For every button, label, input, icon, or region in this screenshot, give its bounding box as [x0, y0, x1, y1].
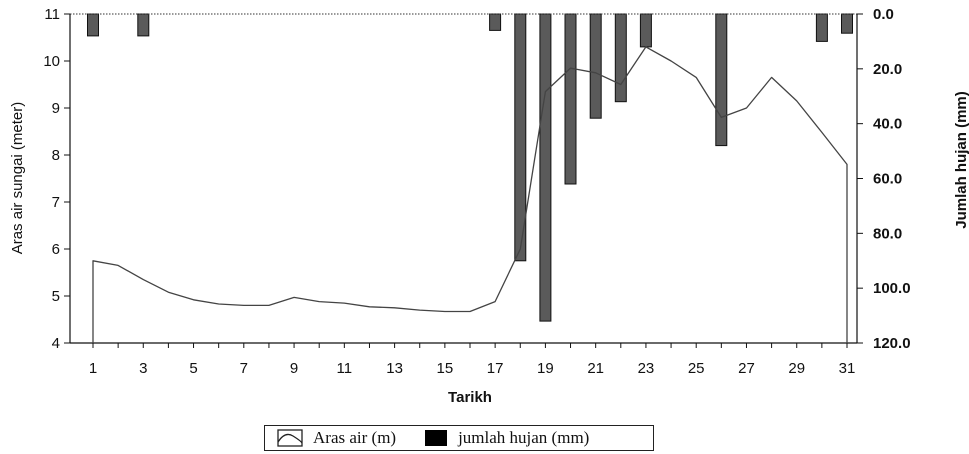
line-series-swatch-icon [277, 429, 303, 447]
rainfall-bar-day-17 [489, 13, 502, 31]
y-right-tick-label: 120.0 [873, 335, 911, 352]
water-level-line [92, 46, 848, 343]
rainfall-bars [87, 13, 853, 322]
y-right-tick-label: 40.0 [873, 116, 902, 133]
y-left-tick-label: 8 [52, 147, 60, 164]
x-tick-label: 3 [139, 360, 147, 377]
x-tick-label: 17 [487, 360, 504, 377]
y-left-tick-label: 9 [52, 100, 60, 117]
rainfall-bar-day-30 [815, 13, 828, 42]
y-left-tick-label: 7 [52, 194, 60, 211]
y-left-tick-label: 11 [44, 6, 60, 23]
x-tick-label: 9 [290, 360, 298, 377]
bar-series-swatch-icon [425, 430, 448, 446]
rainfall-bar-day-1 [87, 13, 99, 37]
y-axis-right-title: Jumlah hujan (mm) [953, 91, 969, 229]
x-tick-label: 31 [839, 360, 856, 377]
y-right-tick-label: 20.0 [873, 61, 902, 78]
x-tick-label: 21 [587, 360, 604, 377]
x-tick-label: 7 [240, 360, 248, 377]
y-left-tick-label: 6 [52, 241, 60, 258]
y-right-tick-label: 60.0 [873, 171, 902, 188]
legend-label-water-level: Aras air (m) [313, 428, 397, 447]
x-tick-label: 19 [537, 360, 554, 377]
rainfall-bar-day-21 [589, 13, 602, 119]
x-tick-label: 5 [189, 360, 197, 377]
legend-item-water-level: Aras air (m) [277, 428, 396, 448]
rainfall-bar-day-31 [841, 13, 853, 34]
x-axis-title: Tarikh [448, 389, 492, 406]
plot-frame [69, 13, 858, 344]
legend-item-rainfall: jumlah hujan (mm) [424, 428, 589, 448]
x-tick-label: 11 [337, 360, 353, 377]
rainfall-bar-day-20 [564, 13, 577, 185]
x-tick-label: 23 [638, 360, 655, 377]
x-tick-label: 13 [386, 360, 403, 377]
rainfall-bar-day-23 [639, 13, 652, 48]
legend: Aras air (m) jumlah hujan (mm) [264, 425, 654, 451]
x-tick-label: 25 [688, 360, 705, 377]
chart: 4 5 6 7 8 9 10 11 0.0 20.0 40.0 60.0 80.0 100.0 120.0 1… [9, 6, 969, 406]
legend-label-rainfall: jumlah hujan (mm) [458, 428, 590, 447]
axis-ticks: 4 5 6 7 8 9 10 11 0.0 20.0 40.0 60.0 80.0 100.0 120.0 1… [43, 6, 910, 377]
y-right-tick-label: 100.0 [873, 280, 911, 297]
y-axis-left-title: Aras air sungai (meter) [9, 102, 26, 255]
rainfall-bar-day-26 [715, 13, 728, 147]
y-right-tick-label: 0.0 [873, 6, 894, 23]
x-tick-label: 27 [738, 360, 755, 377]
rainfall-bar-day-19 [539, 13, 552, 322]
y-right-tick-label: 80.0 [873, 225, 902, 242]
y-left-tick-label: 4 [52, 335, 60, 352]
y-left-tick-label: 10 [43, 53, 60, 70]
x-tick-label: 15 [437, 360, 454, 377]
x-tick-label: 1 [89, 360, 97, 377]
rainfall-bar-day-3 [137, 13, 150, 37]
water-level-path [92, 46, 848, 343]
x-tick-label: 29 [788, 360, 805, 377]
y-left-tick-label: 5 [52, 288, 60, 305]
rainfall-bar-day-22 [614, 13, 627, 103]
